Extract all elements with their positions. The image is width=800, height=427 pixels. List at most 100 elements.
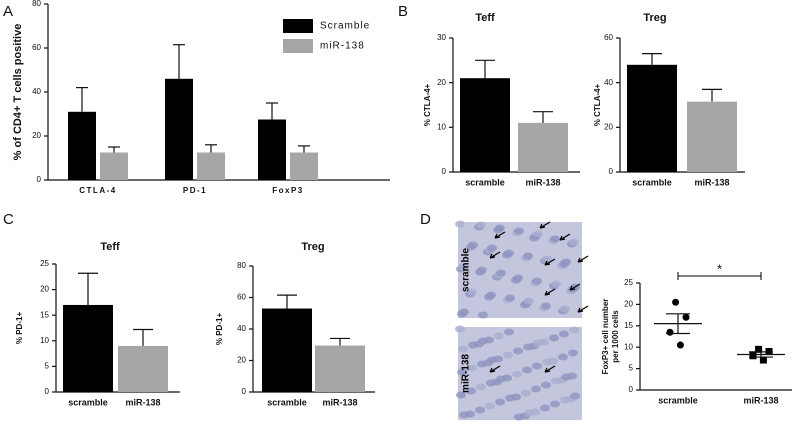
nucleus	[561, 258, 571, 266]
nucleus	[457, 368, 467, 376]
nucleus	[570, 392, 580, 400]
bar	[165, 78, 193, 180]
bar	[262, 308, 312, 392]
nucleus	[542, 255, 552, 263]
y-tick-label: 40	[237, 324, 246, 333]
bar	[197, 152, 225, 180]
y-tick-label: 15	[624, 321, 633, 330]
nucleus	[541, 302, 551, 310]
bar	[627, 64, 677, 172]
nucleus	[459, 411, 469, 419]
arrow	[494, 231, 506, 239]
y-tick-label: 15	[40, 310, 49, 319]
y-tick-label: 80	[32, 0, 41, 8]
nucleus	[456, 391, 466, 399]
nucleus	[549, 334, 559, 342]
nucleus	[531, 385, 541, 393]
nucleus	[512, 370, 522, 378]
y-axis-label: % of CD4+ T cells positive	[12, 24, 24, 161]
nucleus	[478, 337, 488, 345]
nucleus	[533, 339, 543, 347]
nucleus	[458, 345, 468, 353]
y-axis-label: % CTLA-4+	[593, 83, 602, 126]
legend-swatch	[283, 39, 313, 53]
nucleus	[485, 402, 495, 410]
arrow	[489, 251, 501, 259]
nucleus	[514, 227, 524, 235]
y-tick-label: 20	[437, 78, 446, 87]
bar	[118, 345, 168, 392]
image-label: scramble	[461, 248, 472, 292]
y-tick-label: 10	[624, 342, 633, 351]
y-tick-label: 20	[604, 122, 613, 131]
y-tick-label: 0	[629, 385, 634, 394]
nucleus	[560, 305, 570, 313]
chart-title: Treg	[643, 12, 666, 24]
arrow	[544, 258, 556, 266]
y-axis-label: % CTLA-4+	[423, 83, 432, 126]
x-tick-label: miR-138	[743, 395, 778, 405]
nucleus	[496, 375, 506, 383]
panel-label: D	[420, 211, 431, 228]
nucleus	[504, 249, 514, 257]
legend-swatch	[283, 19, 313, 33]
y-tick-label: 40	[32, 87, 41, 96]
y-axis-label: FoxP3+ cell number	[601, 299, 610, 375]
nucleus	[496, 269, 506, 277]
point	[749, 352, 757, 360]
y-tick-label: 10	[40, 336, 49, 345]
y-tick-label: 0	[442, 167, 447, 176]
y-axis-label: % PD-1+	[215, 313, 224, 346]
point	[755, 345, 763, 353]
y-tick-label: 60	[32, 43, 41, 52]
chart-title: Treg	[301, 241, 324, 253]
nucleus	[550, 235, 560, 243]
nucleus	[478, 311, 488, 319]
x-tick-label: scramble	[68, 397, 108, 407]
nucleus	[514, 413, 524, 421]
y-tick-label: 0	[609, 167, 614, 176]
arrow	[569, 283, 581, 291]
nucleus	[513, 274, 523, 282]
y-tick-label: 20	[32, 131, 41, 140]
nucleus	[468, 341, 478, 349]
bar	[315, 345, 365, 392]
y-tick-label: 25	[624, 278, 633, 287]
y-tick-label: 20	[624, 300, 633, 309]
y-tick-label: 60	[604, 33, 613, 42]
panel-label: C	[3, 211, 14, 228]
nucleus	[559, 330, 569, 338]
bar	[63, 304, 113, 392]
nucleus	[476, 383, 486, 391]
significance-bracket	[677, 272, 762, 280]
nucleus	[542, 358, 552, 366]
nucleus	[540, 404, 550, 412]
arrow	[559, 233, 571, 241]
panel-label: A	[3, 3, 13, 20]
y-tick-label: 20	[237, 356, 246, 365]
y-tick-label: 5	[629, 364, 634, 373]
nucleus	[455, 325, 465, 333]
nucleus	[524, 297, 534, 305]
x-tick-label: CTLA-4	[79, 186, 116, 195]
nucleus	[476, 221, 486, 229]
x-tick-label: miR-138	[525, 177, 560, 187]
nucleus	[533, 230, 543, 238]
arrow	[577, 255, 589, 263]
y-tick-label: 0	[242, 387, 247, 396]
panel-label: B	[398, 3, 408, 20]
x-tick-label: FoxP3	[272, 186, 304, 195]
nucleus	[467, 364, 477, 372]
nucleus	[568, 349, 578, 357]
legend-label: miR-138	[320, 41, 365, 52]
arrow	[539, 221, 551, 229]
nucleus	[523, 343, 533, 351]
nucleus	[523, 252, 533, 260]
nucleus	[477, 266, 487, 274]
y-tick-label: 25	[40, 259, 49, 268]
bar	[100, 152, 128, 180]
nucleus	[486, 291, 496, 299]
nucleus	[541, 381, 551, 389]
nucleus	[569, 326, 579, 334]
